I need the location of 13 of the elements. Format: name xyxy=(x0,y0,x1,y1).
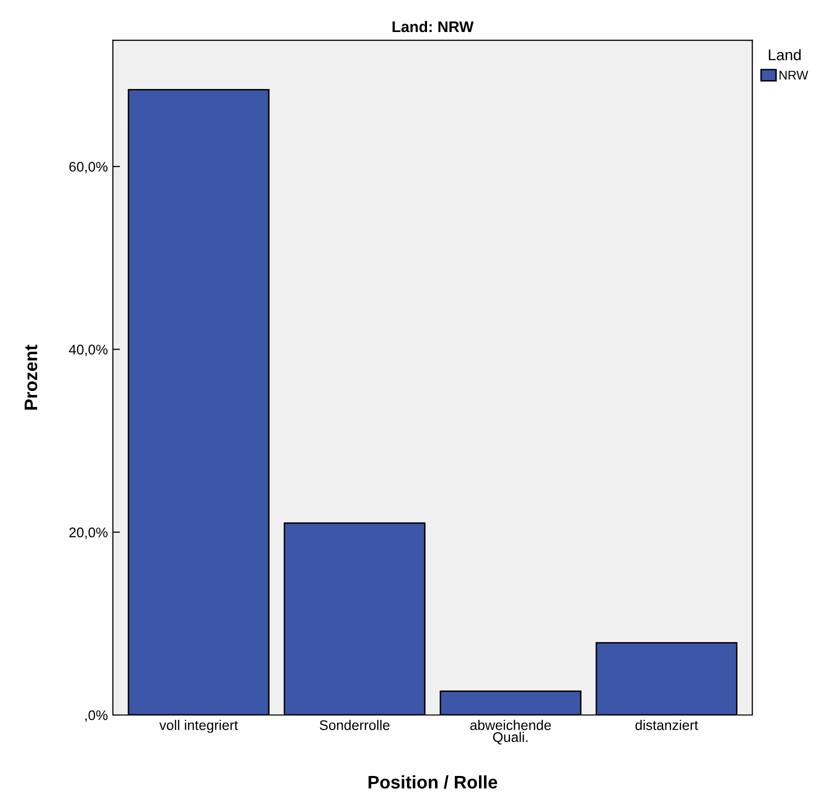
y-tick-label: 40,0% xyxy=(68,344,108,356)
y-tick-label: 20,0% xyxy=(69,528,108,539)
x-axis-title: Position / Rolle xyxy=(368,775,498,789)
x-tick-label: voll integriert xyxy=(159,720,238,733)
legend-title: Land xyxy=(768,49,801,60)
y-axis-title: Prozent xyxy=(24,344,38,410)
x-tick-label: distanziert xyxy=(635,720,698,730)
y-tick-label: 60,0% xyxy=(69,162,108,174)
legend-label: NRW xyxy=(780,70,808,80)
y-tick-label: ,0% xyxy=(85,710,108,722)
chart-title: Land: NRW xyxy=(392,20,474,32)
x-tick-label: Sonderrolle xyxy=(320,720,390,730)
x-tick-label: abweichende Quali. xyxy=(470,720,551,744)
